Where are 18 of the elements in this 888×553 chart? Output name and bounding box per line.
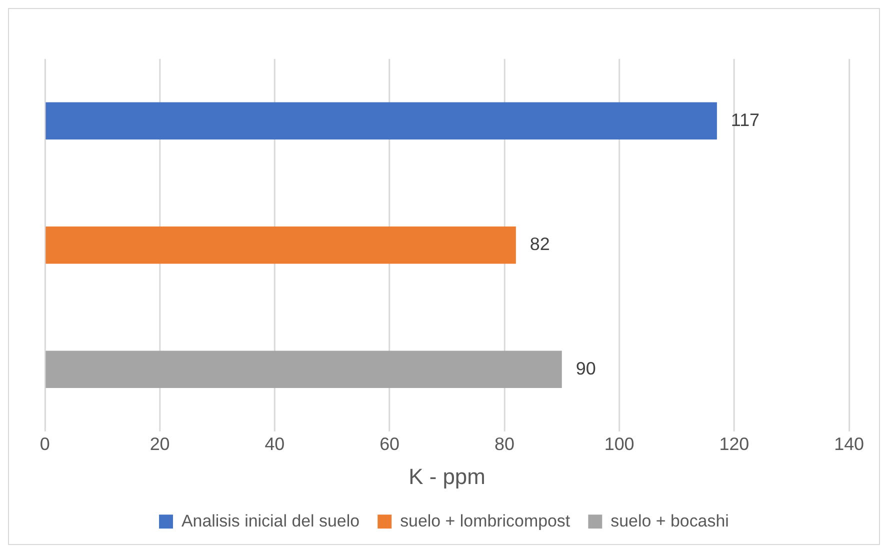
x-tick-label: 60 bbox=[380, 434, 400, 454]
bar bbox=[46, 226, 516, 264]
legend-label: Analisis inicial del suelo bbox=[181, 511, 360, 530]
x-tick-label: 140 bbox=[834, 434, 864, 454]
x-tick-label: 100 bbox=[604, 434, 634, 454]
bar bbox=[46, 350, 562, 388]
legend-label: suelo + lombricompost bbox=[400, 511, 570, 530]
data-label: 90 bbox=[576, 358, 596, 378]
x-axis-title: K - ppm bbox=[408, 464, 486, 490]
x-tick-label: 120 bbox=[719, 434, 750, 454]
bar bbox=[46, 102, 717, 140]
data-label: 117 bbox=[730, 110, 760, 130]
legend-label: suelo + bocashi bbox=[610, 511, 729, 530]
x-tick-label: 20 bbox=[150, 434, 170, 454]
data-label: 82 bbox=[530, 234, 550, 254]
x-tick-label: 80 bbox=[494, 434, 514, 454]
x-tick-label: 40 bbox=[264, 434, 285, 454]
x-tick-label: 0 bbox=[40, 434, 50, 454]
